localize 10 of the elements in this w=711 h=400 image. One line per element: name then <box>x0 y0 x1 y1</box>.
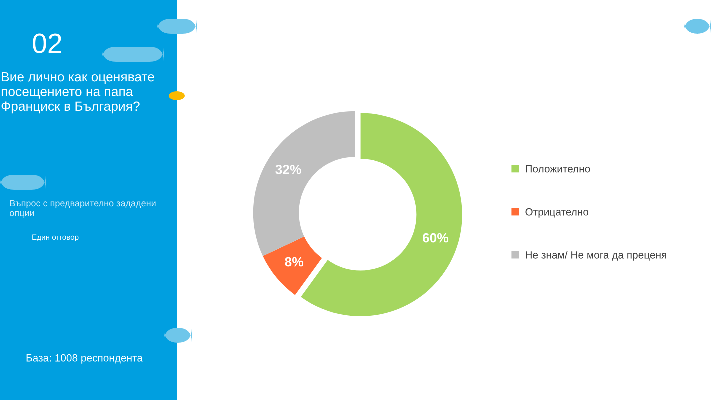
data-label: 32% <box>276 165 302 174</box>
legend-label: Не знам/ Не мога да преценя <box>526 251 666 261</box>
legend-label: Отрицателно <box>526 208 589 218</box>
text: 02 <box>33 34 62 54</box>
text: База: 1008 респондента <box>26 354 143 364</box>
text: Въпрос с предварително зададени опции <box>10 200 156 218</box>
data-label: 8% <box>285 257 304 267</box>
data-label: 60% <box>422 233 449 243</box>
text: Вие лично как оценявате посещението на папа Франциск в България? <box>2 72 154 114</box>
legend-label: Положително <box>526 165 590 173</box>
